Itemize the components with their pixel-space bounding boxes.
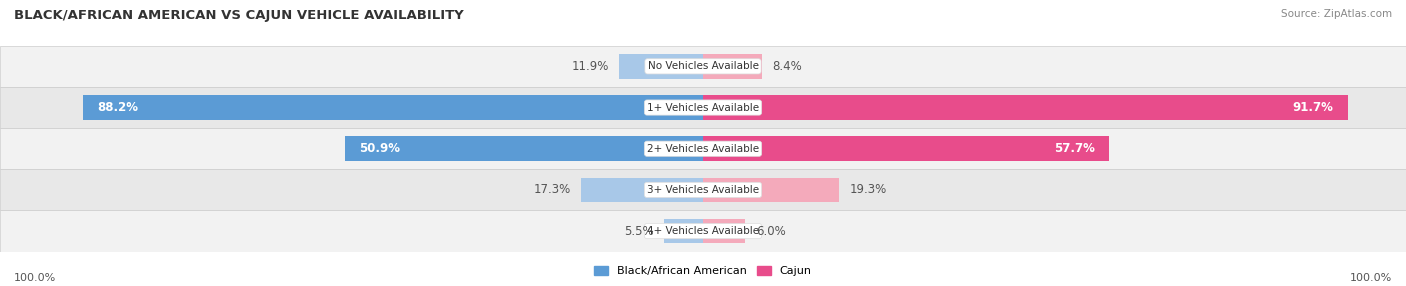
Bar (703, 136, 1109, 161)
Text: 17.3%: 17.3% (534, 183, 571, 196)
Bar (83, 95, 703, 120)
Bar (0, 128, 1406, 169)
Bar (582, 178, 703, 202)
Text: 100.0%: 100.0% (14, 273, 56, 283)
Text: No Vehicles Available: No Vehicles Available (648, 61, 758, 71)
Text: 19.3%: 19.3% (849, 183, 886, 196)
Bar (703, 95, 1348, 120)
Text: 3+ Vehicles Available: 3+ Vehicles Available (647, 185, 759, 195)
Bar (703, 178, 838, 202)
Bar (0, 169, 1406, 210)
Text: BLACK/AFRICAN AMERICAN VS CAJUN VEHICLE AVAILABILITY: BLACK/AFRICAN AMERICAN VS CAJUN VEHICLE … (14, 9, 464, 21)
Text: 57.7%: 57.7% (1053, 142, 1094, 155)
Text: 6.0%: 6.0% (756, 225, 786, 238)
Text: 100.0%: 100.0% (1350, 273, 1392, 283)
Text: 2+ Vehicles Available: 2+ Vehicles Available (647, 144, 759, 154)
Legend: Black/African American, Cajun: Black/African American, Cajun (591, 261, 815, 281)
Bar (665, 219, 703, 243)
Text: 1+ Vehicles Available: 1+ Vehicles Available (647, 103, 759, 112)
Text: 88.2%: 88.2% (97, 101, 138, 114)
Text: 4+ Vehicles Available: 4+ Vehicles Available (647, 226, 759, 236)
Text: 8.4%: 8.4% (773, 60, 803, 73)
Bar (0, 46, 1406, 87)
Bar (703, 219, 745, 243)
Bar (0, 87, 1406, 128)
Text: 5.5%: 5.5% (624, 225, 654, 238)
Text: 11.9%: 11.9% (571, 60, 609, 73)
Bar (0, 210, 1406, 252)
Text: Source: ZipAtlas.com: Source: ZipAtlas.com (1281, 9, 1392, 19)
Text: 50.9%: 50.9% (360, 142, 401, 155)
Text: 91.7%: 91.7% (1292, 101, 1333, 114)
Bar (619, 54, 703, 79)
Bar (346, 136, 703, 161)
Bar (703, 54, 762, 79)
